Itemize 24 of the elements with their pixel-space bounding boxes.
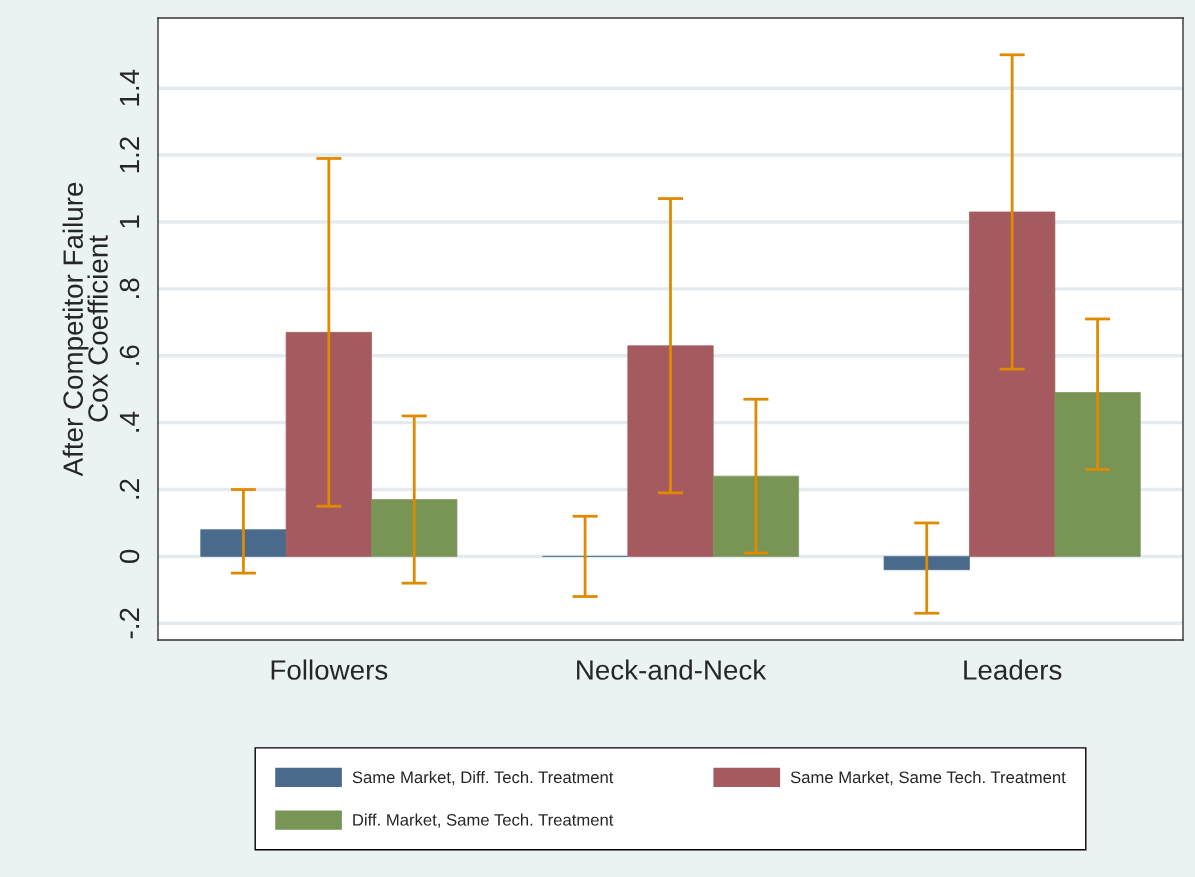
bar [969, 211, 1056, 557]
x-tick-label: Neck-and-Neck [577, 659, 767, 680]
legend-label: Diff. Market, Same Tech. Treatment [353, 813, 614, 828]
y-tick-label: 1 [119, 215, 140, 228]
bar [1054, 392, 1141, 557]
y-tick-label: .8 [119, 278, 140, 298]
y-tick-label: .6 [119, 345, 140, 365]
y-tick-label: 0 [119, 549, 140, 564]
bar [627, 345, 714, 557]
legend-label: Same Market, Same Tech. Treatment [790, 770, 1066, 786]
y-tick-label: .2 [119, 479, 140, 499]
bar [200, 529, 287, 557]
y-axis-title: After Competitor Failure Cox Coefficient [62, 182, 108, 477]
x-tick-label: Followers [271, 659, 388, 680]
bar [712, 475, 799, 557]
y-tick-label: 1.4 [119, 69, 140, 106]
legend-label: Same Market, Diff. Tech. Treatment [352, 770, 614, 786]
bar [371, 499, 458, 557]
bar [285, 331, 372, 557]
x-tick-label: Leaders [964, 659, 1062, 680]
bar [883, 556, 970, 571]
y-tick-label: -.2 [119, 608, 140, 639]
y-tick-label: 1.2 [119, 137, 140, 173]
y-tick-label: .4 [119, 411, 140, 432]
